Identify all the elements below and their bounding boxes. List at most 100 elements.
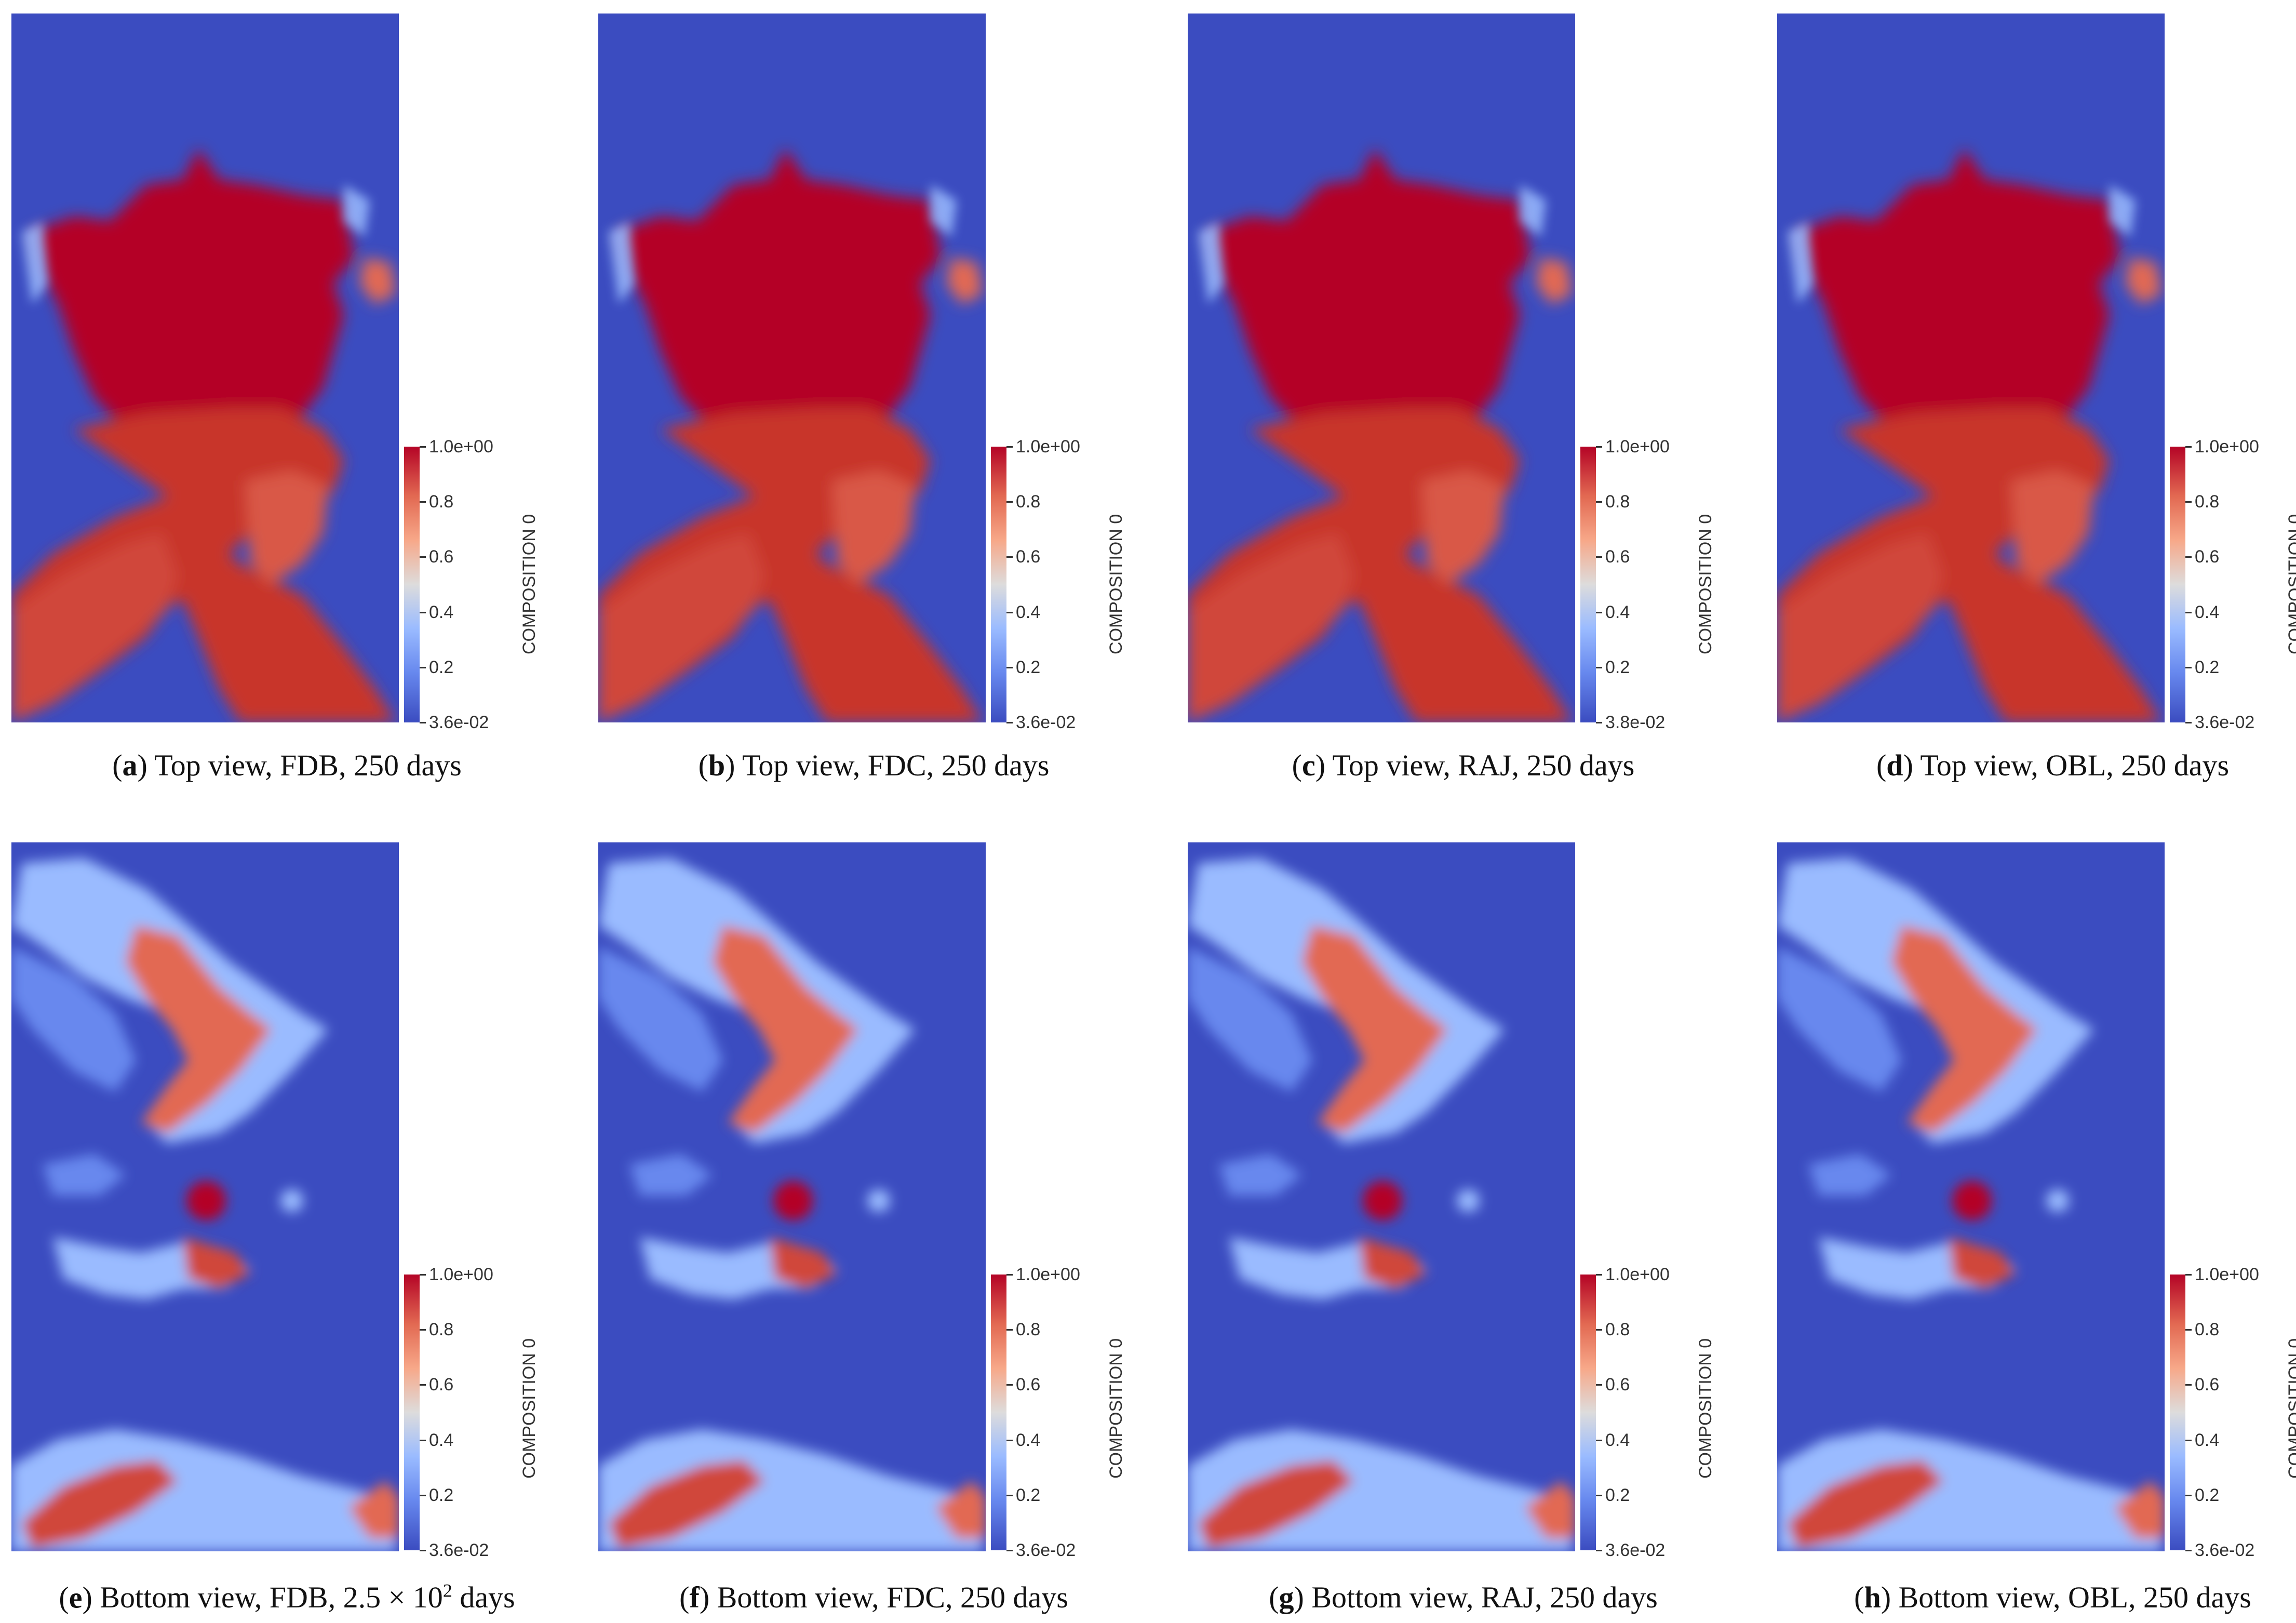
- colorbar-tick: [2185, 1439, 2192, 1441]
- colorbar-tick: [2185, 1550, 2192, 1551]
- colorbar-tick: [2185, 666, 2192, 668]
- colorbar-tick-label: 0.2: [429, 1485, 454, 1505]
- caption-letter: (a): [112, 748, 155, 782]
- caption-letter: (b): [698, 748, 742, 782]
- colorbar-tick: [420, 1494, 426, 1496]
- colorbar-tick-label: 0.6: [1605, 547, 1630, 567]
- colorbar-tick: [420, 1274, 426, 1276]
- colorbar-tick: [1006, 1494, 1013, 1496]
- caption-text: Bottom view, OBL, 250 days: [1898, 1580, 2251, 1614]
- colorbar-tick: [1006, 1439, 1013, 1441]
- colorbar-tick: [420, 666, 426, 668]
- colorbar-tick-label: 3.8e-02: [1605, 713, 1666, 732]
- colorbar-tick-label: 0.6: [1016, 1375, 1041, 1395]
- colorbar-tick: [1596, 722, 1602, 723]
- colorbar-tick-label: 3.6e-02: [1605, 1540, 1666, 1560]
- panel-e: 1.0e+00 0.8 0.6 0.4 0.2 3.6e-02 COMPOSITION 0 (…: [0, 811, 574, 1622]
- caption-d: (d) Top view, OBL, 250 days: [1766, 748, 2296, 783]
- colorbar-tick-label: 1.0e+00: [2195, 437, 2259, 457]
- colorbar-tick-label: 0.8: [429, 1320, 454, 1340]
- colorbar-tick-label: 0.2: [2195, 1485, 2220, 1505]
- colorbar-title: COMPOSITION 0: [1106, 514, 1126, 654]
- caption-letter: (d): [1876, 748, 1921, 782]
- colorbar-tick: [1596, 1550, 1602, 1551]
- caption-letter: (f): [679, 1580, 717, 1614]
- colorbar-title: COMPOSITION 0: [2285, 1338, 2296, 1479]
- colorbar-tick: [1006, 1550, 1013, 1551]
- top-view-field: [1777, 14, 2165, 722]
- colorbar-tick-label: 0.2: [1016, 657, 1041, 677]
- colorbar-title: COMPOSITION 0: [519, 1338, 539, 1479]
- colorbar-tick: [1006, 611, 1013, 613]
- colorbar-tick-label: 0.4: [1605, 1430, 1630, 1450]
- plot-e: [11, 842, 399, 1551]
- colorbar-tick: [1006, 1274, 1013, 1276]
- colorbar-tick-label: 3.6e-02: [1016, 1540, 1076, 1560]
- caption-text: Bottom view, FDB, 2.5 × 102 days: [100, 1580, 515, 1615]
- colorbar-tick: [420, 446, 426, 448]
- panel-c: 1.0e+00 0.8 0.6 0.4 0.2 3.8e-02 COMPOSITION 0 (…: [1176, 0, 1750, 811]
- colorbar-tick: [2185, 722, 2192, 723]
- colorbar-tick: [1596, 666, 1602, 668]
- panel-h: 1.0e+00 0.8 0.6 0.4 0.2 3.6e-02 COMPOSITION 0 (…: [1766, 811, 2296, 1622]
- caption-text: Top view, RAJ, 250 days: [1332, 748, 1635, 782]
- caption-text: Top view, FDC, 250 days: [742, 748, 1050, 782]
- colorbar-tick-label: 0.8: [429, 492, 454, 512]
- colorbar-tick-label: 0.8: [2195, 1320, 2220, 1340]
- colorbar-tick: [1006, 1384, 1013, 1386]
- colorbar-tick-label: 0.6: [2195, 547, 2220, 567]
- colorbar-tick-label: 0.6: [2195, 1375, 2220, 1395]
- colorbar-c: [1580, 447, 1596, 722]
- caption-text: Top view, OBL, 250 days: [1920, 748, 2230, 782]
- colorbar-tick: [1596, 1329, 1602, 1331]
- colorbar-tick: [1596, 611, 1602, 613]
- colorbar-a: [404, 447, 420, 722]
- colorbar-title: COMPOSITION 0: [1106, 1338, 1126, 1479]
- colorbar-tick: [1596, 1439, 1602, 1441]
- colorbar-tick: [2185, 611, 2192, 613]
- colorbar-tick-label: 0.8: [1605, 1320, 1630, 1340]
- colorbar-tick: [420, 501, 426, 503]
- colorbar-tick: [2185, 1384, 2192, 1386]
- colorbar-title: COMPOSITION 0: [1696, 1338, 1715, 1479]
- colorbar-tick-label: 1.0e+00: [1016, 437, 1080, 457]
- colorbar-tick: [1006, 666, 1013, 668]
- colorbar-tick-label: 3.6e-02: [429, 713, 489, 732]
- colorbar-tick-label: 0.2: [2195, 657, 2220, 677]
- colorbar-tick-label: 1.0e+00: [2195, 1265, 2259, 1284]
- colorbar-h: [2170, 1275, 2185, 1550]
- colorbar-title: COMPOSITION 0: [519, 514, 539, 654]
- colorbar-tick-label: 0.4: [2195, 602, 2220, 622]
- caption-b: (b) Top view, FDC, 250 days: [587, 748, 1161, 783]
- colorbar-tick: [2185, 501, 2192, 503]
- plot-b: [598, 14, 986, 722]
- panel-g: 1.0e+00 0.8 0.6 0.4 0.2 3.6e-02 COMPOSITION 0 (…: [1176, 811, 1750, 1622]
- colorbar-f: [991, 1275, 1006, 1550]
- caption-h: (h) Bottom view, OBL, 250 days: [1766, 1580, 2296, 1615]
- bottom-view-field: [1188, 842, 1575, 1551]
- colorbar-tick-label: 0.8: [1605, 492, 1630, 512]
- colorbar-tick-label: 0.6: [429, 547, 454, 567]
- colorbar-b: [991, 447, 1006, 722]
- colorbar-tick: [1596, 446, 1602, 448]
- colorbar-tick: [420, 722, 426, 723]
- caption-letter: (e): [59, 1580, 100, 1615]
- colorbar-tick-label: 3.6e-02: [2195, 1540, 2255, 1560]
- colorbar-tick: [420, 1550, 426, 1551]
- caption-letter: (h): [1854, 1580, 1899, 1614]
- colorbar-tick: [2185, 556, 2192, 558]
- caption-g: (g) Bottom view, RAJ, 250 days: [1176, 1580, 1750, 1615]
- plot-d: [1777, 14, 2165, 722]
- caption-text: Bottom view, RAJ, 250 days: [1311, 1580, 1658, 1614]
- colorbar-tick: [1006, 1329, 1013, 1331]
- colorbar-tick-label: 1.0e+00: [1605, 437, 1670, 457]
- colorbar-tick-label: 1.0e+00: [429, 437, 493, 457]
- caption-letter: (c): [1292, 748, 1333, 782]
- panel-b: 1.0e+00 0.8 0.6 0.4 0.2 3.6e-02 COMPOSITION 0 (…: [587, 0, 1161, 811]
- plot-c: [1188, 14, 1575, 722]
- colorbar-tick-label: 0.2: [1605, 657, 1630, 677]
- colorbar-tick: [2185, 1274, 2192, 1276]
- colorbar-tick-label: 0.8: [2195, 492, 2220, 512]
- plot-f: [598, 842, 986, 1551]
- colorbar-tick-label: 0.6: [1605, 1375, 1630, 1395]
